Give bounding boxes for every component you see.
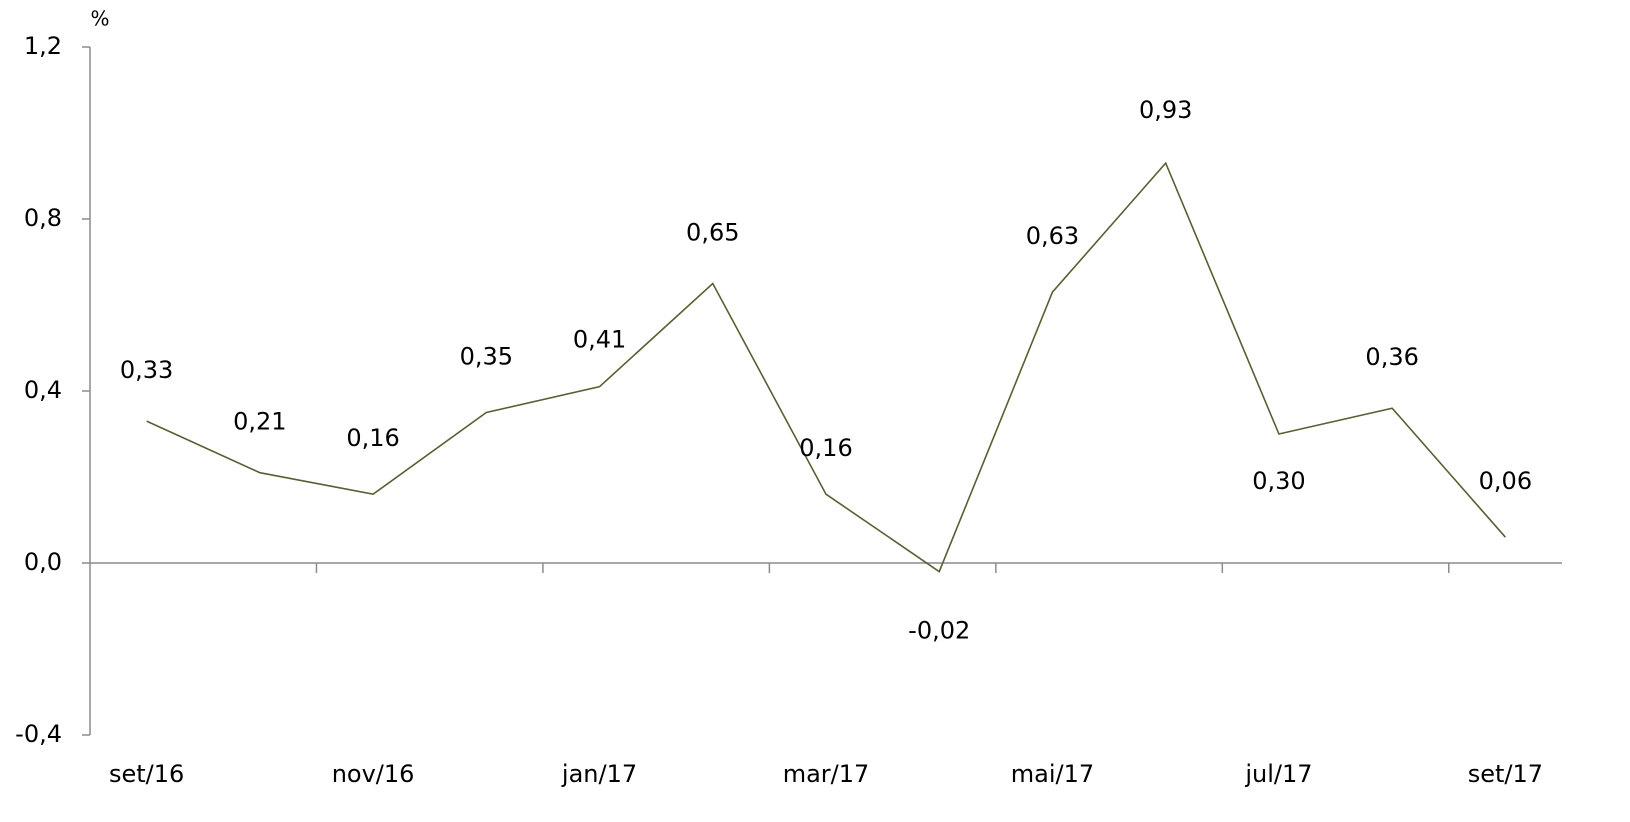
data-label: -0,02 (908, 617, 970, 645)
data-label: 0,41 (573, 326, 626, 354)
data-label: 0,30 (1252, 467, 1305, 495)
y-unit: % (90, 7, 109, 31)
data-label: 0,16 (346, 424, 399, 452)
y-tick-label: -0,4 (15, 720, 62, 748)
data-label: 0,16 (799, 434, 852, 462)
y-tick-label: 1,2 (24, 32, 62, 60)
x-tick-label: nov/16 (332, 760, 415, 788)
x-tick-label: mai/17 (1011, 760, 1094, 788)
data-label: 0,35 (460, 343, 513, 371)
y-tick-label: 0,4 (24, 376, 62, 404)
data-label: 0,63 (1026, 222, 1079, 250)
data-label: 0,93 (1139, 96, 1192, 124)
data-label: 0,36 (1365, 343, 1418, 371)
data-label: 0,06 (1479, 467, 1532, 495)
x-tick-label: jul/17 (1244, 760, 1312, 788)
data-label: 0,65 (686, 219, 739, 247)
line (146, 161, 1506, 573)
y-tick-label: 0,8 (24, 204, 62, 232)
data-label: 0,33 (120, 356, 173, 384)
data-label: 0,21 (233, 408, 286, 436)
x-tick-label: set/16 (109, 760, 184, 788)
y-tick-label: 0,0 (24, 548, 62, 576)
x-tick-label: mar/17 (783, 760, 870, 788)
x-tick-label: jan/17 (561, 760, 637, 788)
x-tick-label: set/17 (1468, 760, 1543, 788)
